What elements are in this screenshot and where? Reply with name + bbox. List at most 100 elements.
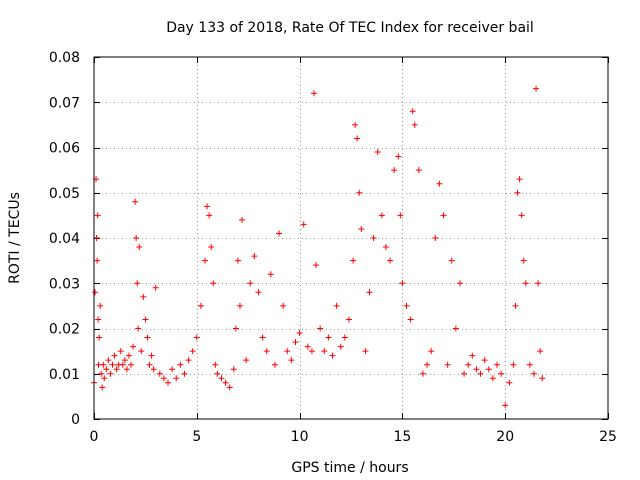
y-tick-label: 0.07 (49, 95, 80, 111)
data-point (333, 302, 340, 309)
data-point (395, 153, 402, 160)
data-point (271, 361, 278, 368)
data-point (300, 221, 307, 228)
data-point (341, 334, 348, 341)
data-point (130, 343, 137, 350)
data-point (123, 366, 130, 373)
data-point (533, 85, 540, 92)
data-point (94, 257, 101, 264)
x-tick-label: 5 (192, 429, 201, 445)
data-point (452, 325, 459, 332)
data-point (142, 316, 149, 323)
y-tick-label: 0.03 (49, 276, 80, 292)
data-point (350, 257, 357, 264)
data-point (152, 284, 159, 291)
data-point (177, 361, 184, 368)
data-point (189, 348, 196, 355)
data-point (432, 235, 439, 241)
data-point (280, 302, 287, 309)
data-point (208, 244, 215, 251)
data-point (206, 212, 213, 219)
data-point (263, 348, 270, 355)
data-point (109, 361, 116, 368)
data-point (292, 339, 299, 346)
data-point (485, 366, 492, 373)
y-tick-label: 0.04 (49, 231, 80, 247)
data-point (473, 366, 480, 373)
chart-title: Day 133 of 2018, Rate Of TEC Index for r… (166, 20, 534, 36)
x-tick-label: 20 (496, 429, 514, 445)
data-point (477, 370, 484, 377)
data-point (399, 280, 406, 287)
data-point (378, 212, 385, 219)
data-point (469, 352, 476, 359)
data-point (530, 370, 537, 377)
data-point (107, 370, 114, 377)
data-point (140, 293, 147, 300)
data-point (144, 334, 151, 341)
data-point (247, 280, 254, 287)
data-point (160, 375, 167, 382)
data-point (481, 357, 488, 364)
data-point (415, 167, 422, 174)
data-point (345, 316, 352, 323)
data-point (173, 375, 180, 382)
data-point (214, 370, 221, 377)
data-point (181, 370, 188, 377)
data-point (537, 348, 544, 355)
data-point (239, 216, 246, 223)
data-point (121, 357, 128, 364)
data-point (134, 280, 141, 287)
data-point (94, 212, 101, 219)
data-point (362, 348, 369, 355)
data-points (91, 85, 546, 409)
data-point (97, 302, 104, 309)
x-axis-label: GPS time / hours (291, 460, 408, 476)
data-point (518, 212, 525, 219)
data-point (428, 348, 435, 355)
data-point (111, 352, 118, 359)
data-point (304, 343, 311, 350)
data-point (113, 366, 120, 373)
data-point (313, 262, 320, 269)
data-point (135, 325, 142, 332)
data-point (148, 352, 155, 359)
data-point (267, 271, 274, 278)
data-point (95, 316, 102, 323)
x-tick-label: 0 (90, 429, 99, 445)
data-point (535, 280, 542, 287)
data-point (105, 357, 112, 364)
data-point (456, 280, 463, 287)
data-point (119, 361, 126, 368)
data-point (117, 348, 124, 355)
data-point (321, 348, 328, 355)
x-tick-label: 15 (393, 429, 411, 445)
data-point (276, 230, 283, 237)
data-point (96, 334, 103, 341)
data-point (522, 280, 529, 287)
data-point (387, 257, 394, 264)
data-point (419, 370, 426, 377)
data-point (489, 375, 496, 382)
y-tick-labels: 0 0.01 0.02 0.03 0.04 0.05 0.06 0.07 0.08 (49, 50, 80, 428)
data-point (514, 189, 521, 196)
data-point (103, 366, 110, 373)
data-point (212, 361, 219, 368)
data-point (356, 189, 363, 196)
data-point (156, 370, 163, 377)
data-point (382, 244, 389, 251)
data-point (169, 366, 176, 373)
data-point (391, 167, 398, 174)
y-tick-label: 0.08 (49, 50, 80, 66)
data-point (308, 348, 315, 355)
data-point (358, 225, 365, 232)
data-point (100, 361, 107, 368)
data-point (150, 366, 157, 373)
data-point (317, 325, 324, 332)
data-point (397, 212, 404, 219)
data-point (99, 384, 106, 391)
data-point (354, 135, 361, 142)
data-point (243, 357, 250, 364)
data-point (506, 379, 513, 386)
